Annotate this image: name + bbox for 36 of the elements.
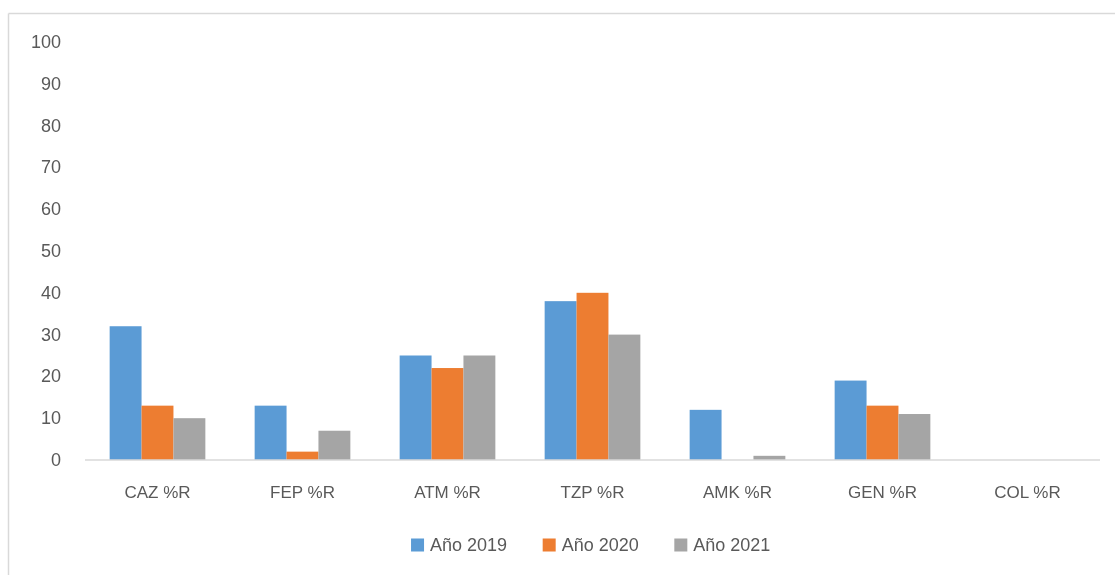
bar [544, 301, 577, 460]
x-tick-label: TZP %R [560, 482, 625, 502]
y-tick-label: 40 [40, 282, 61, 303]
y-tick-label: 70 [40, 157, 61, 178]
bar [608, 334, 641, 460]
y-tick-label: 80 [40, 115, 61, 136]
bar [431, 368, 464, 460]
bar [576, 292, 609, 460]
x-tick-label: AMK %R [703, 482, 772, 502]
y-tick-label: 30 [40, 324, 61, 345]
y-tick-label: 0 [50, 450, 61, 470]
bar [399, 355, 432, 460]
y-tick-label: 100 [30, 32, 61, 52]
legend-label: Año 2019 [430, 535, 508, 555]
bar [173, 418, 206, 460]
x-tick-label: GEN %R [848, 482, 917, 502]
bar [318, 430, 351, 460]
y-tick-label: 90 [40, 73, 61, 94]
bar [834, 380, 867, 460]
x-tick-label: ATM %R [414, 482, 481, 502]
x-tick-label: CAZ %R [124, 482, 191, 502]
x-tick-label: COL %R [994, 482, 1061, 502]
y-tick-label: 10 [40, 408, 61, 429]
bar [898, 414, 931, 460]
bar [463, 355, 496, 460]
y-tick-label: 60 [40, 199, 61, 220]
bar [866, 405, 899, 460]
bar [141, 405, 174, 460]
y-tick-label: 50 [40, 241, 61, 261]
legend-label: Año 2021 [693, 535, 771, 555]
legend-label: Año 2020 [561, 535, 639, 555]
bar [109, 326, 142, 460]
bar [254, 405, 287, 460]
x-tick-label: FEP %R [270, 482, 335, 502]
y-tick-label: 20 [40, 366, 61, 387]
bar [689, 409, 722, 460]
